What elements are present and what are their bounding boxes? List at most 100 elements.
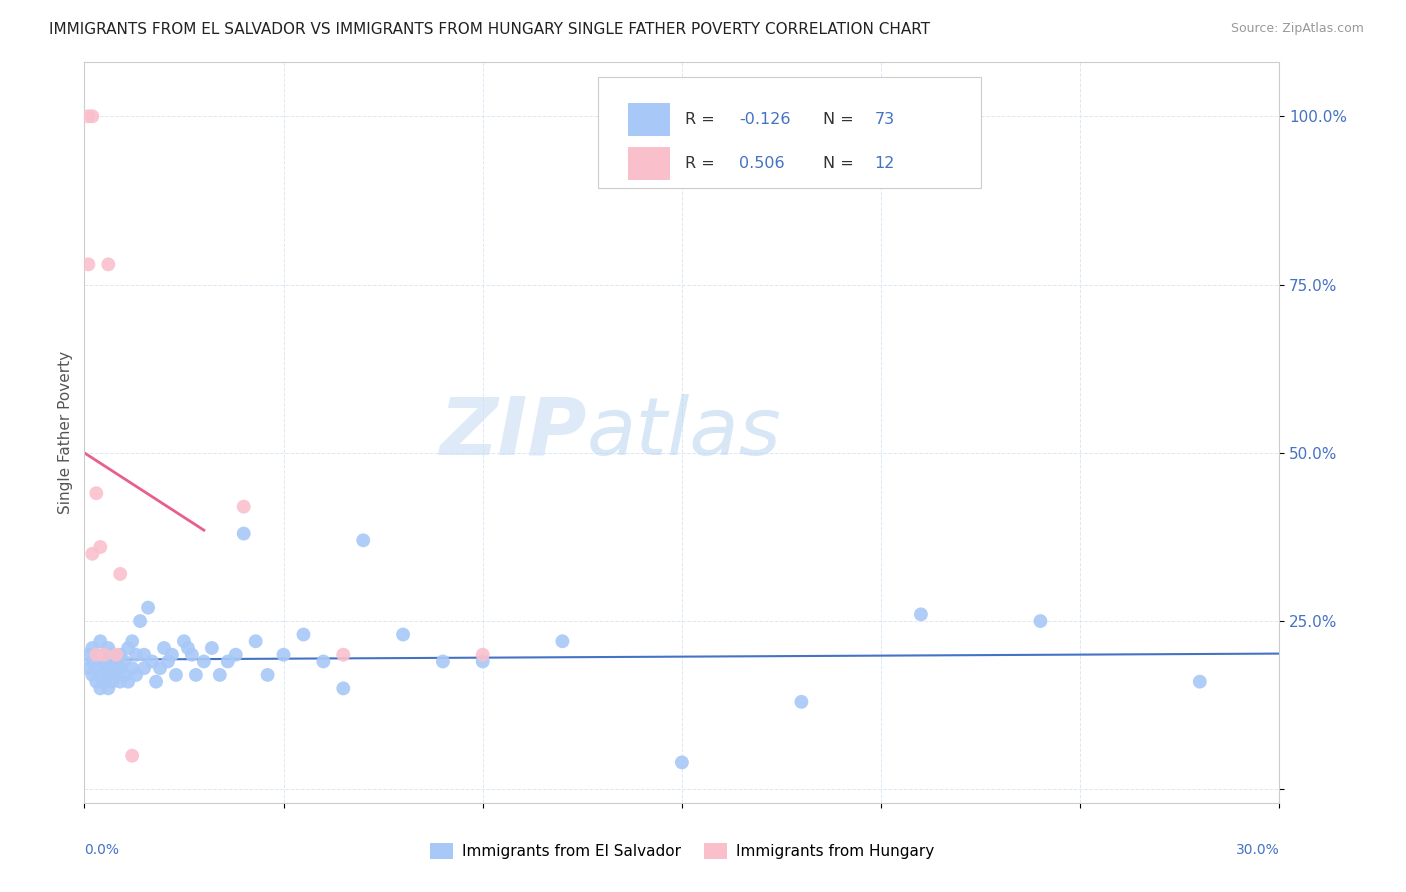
Point: [471, 648, 494, 662]
Point: [97, 661, 120, 675]
Point: [332, 681, 354, 696]
Point: [82, 668, 104, 682]
Point: [86, 648, 108, 662]
Point: [184, 668, 207, 682]
Point: [136, 600, 159, 615]
Point: [77, 109, 100, 123]
Point: [105, 655, 128, 669]
Point: [1029, 614, 1052, 628]
Text: 30.0%: 30.0%: [1236, 843, 1279, 857]
Point: [97, 668, 120, 682]
Point: [671, 756, 693, 770]
Point: [105, 661, 128, 675]
Point: [101, 674, 124, 689]
Text: N =: N =: [823, 112, 859, 127]
Point: [225, 648, 247, 662]
Point: [82, 655, 104, 669]
Point: [181, 648, 204, 662]
FancyBboxPatch shape: [628, 147, 671, 180]
Text: N =: N =: [823, 156, 859, 171]
Point: [217, 655, 239, 669]
Point: [97, 257, 120, 271]
Point: [97, 640, 120, 655]
Point: [105, 648, 128, 662]
Point: [82, 547, 104, 561]
Point: [93, 648, 115, 662]
Point: [121, 661, 143, 675]
Point: [101, 648, 124, 662]
Point: [145, 674, 167, 689]
Point: [121, 634, 143, 648]
FancyBboxPatch shape: [628, 103, 671, 136]
Point: [86, 648, 108, 662]
Point: [153, 640, 176, 655]
Point: [551, 634, 574, 648]
Point: [97, 681, 120, 696]
Point: [392, 627, 415, 641]
Point: [790, 695, 813, 709]
Text: Source: ZipAtlas.com: Source: ZipAtlas.com: [1230, 22, 1364, 36]
Point: [93, 674, 115, 689]
Point: [157, 655, 180, 669]
Point: [141, 655, 163, 669]
Point: [93, 655, 115, 669]
Text: IMMIGRANTS FROM EL SALVADOR VS IMMIGRANTS FROM HUNGARY SINGLE FATHER POVERTY COR: IMMIGRANTS FROM EL SALVADOR VS IMMIGRANT…: [49, 22, 931, 37]
Text: 73: 73: [875, 112, 894, 127]
Text: ZIP: ZIP: [439, 393, 586, 472]
Point: [82, 109, 104, 123]
Point: [352, 533, 374, 548]
Point: [77, 661, 100, 675]
Point: [89, 668, 111, 682]
Point: [232, 500, 254, 514]
Point: [89, 540, 111, 554]
Point: [129, 614, 152, 628]
Text: 12: 12: [875, 156, 894, 171]
Point: [77, 648, 100, 662]
Point: [117, 640, 139, 655]
Point: [208, 668, 231, 682]
Text: atlas: atlas: [586, 393, 782, 472]
Legend: Immigrants from El Salvador, Immigrants from Hungary: Immigrants from El Salvador, Immigrants …: [423, 838, 941, 865]
Point: [245, 634, 267, 648]
Point: [177, 640, 200, 655]
Point: [471, 655, 494, 669]
Point: [86, 486, 108, 500]
Point: [121, 748, 143, 763]
Point: [432, 655, 454, 669]
Point: [110, 674, 132, 689]
Point: [201, 640, 224, 655]
Point: [117, 674, 139, 689]
Text: 0.0%: 0.0%: [84, 843, 120, 857]
Point: [332, 648, 354, 662]
Point: [256, 668, 278, 682]
Point: [165, 668, 187, 682]
Point: [101, 655, 124, 669]
Point: [132, 648, 156, 662]
Point: [110, 661, 132, 675]
Point: [173, 634, 195, 648]
Point: [273, 648, 295, 662]
Point: [232, 526, 254, 541]
Point: [112, 668, 135, 682]
Point: [132, 661, 156, 675]
Point: [93, 661, 115, 675]
Point: [292, 627, 315, 641]
Point: [125, 668, 148, 682]
Point: [86, 674, 108, 689]
Point: [110, 648, 132, 662]
Point: [149, 661, 172, 675]
Point: [160, 648, 183, 662]
Point: [110, 566, 132, 581]
FancyBboxPatch shape: [599, 78, 981, 188]
Point: [86, 661, 108, 675]
Point: [312, 655, 335, 669]
Y-axis label: Single Father Poverty: Single Father Poverty: [58, 351, 73, 514]
Text: R =: R =: [686, 156, 720, 171]
Text: -0.126: -0.126: [740, 112, 790, 127]
Point: [89, 681, 111, 696]
Point: [910, 607, 932, 622]
Text: 0.506: 0.506: [740, 156, 785, 171]
Point: [125, 648, 148, 662]
Point: [193, 655, 215, 669]
Point: [93, 648, 115, 662]
